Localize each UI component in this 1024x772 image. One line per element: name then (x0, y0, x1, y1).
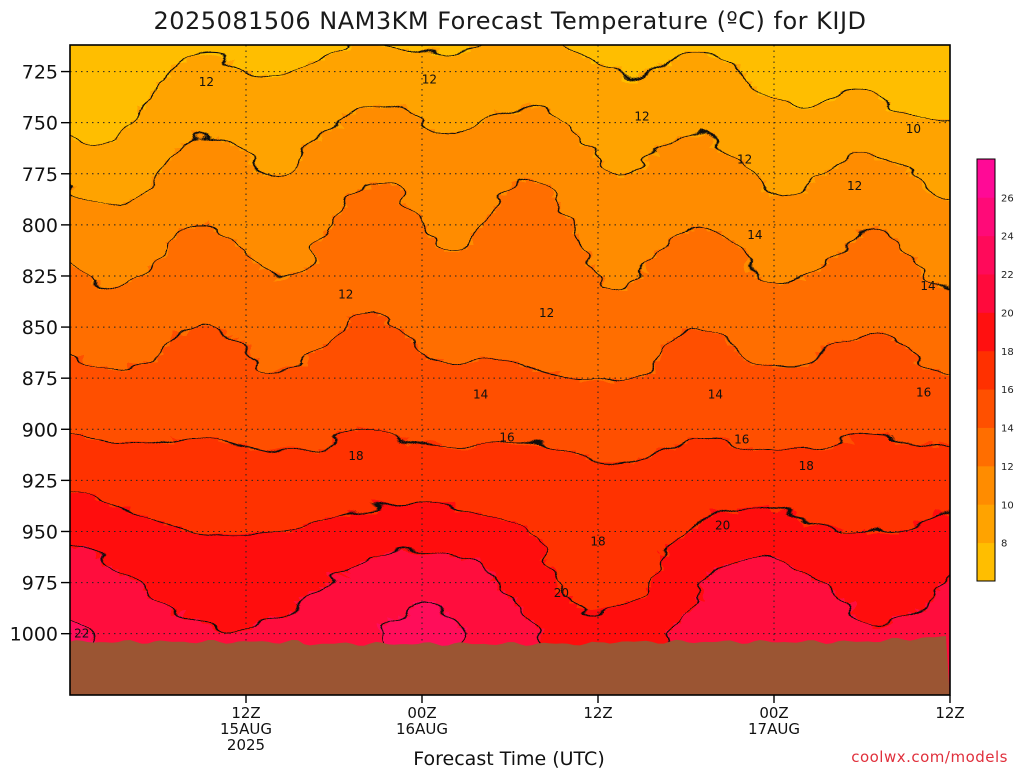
contour-label: 16 (499, 430, 514, 444)
contour-label: 18 (590, 535, 605, 549)
contour-label: 16 (916, 385, 931, 399)
colorbar-swatch (977, 274, 995, 313)
contour-label: 14 (473, 388, 488, 402)
contour-label: 16 (734, 432, 749, 446)
contour-label: 20 (715, 518, 730, 532)
y-tick-label: 825 (22, 266, 58, 288)
plot-area: 12 12 12 12 12 12 12 10 14 14 14 14 16 16 16 18 18 18 20 20… (54, 35, 966, 709)
chart-title: 2025081506 NAM3KM Forecast Temperature (… (153, 7, 866, 35)
colorbar-label: 16 (1001, 385, 1014, 396)
colorbar-swatch (977, 543, 995, 582)
x-tick-label: 17AUG (748, 720, 800, 738)
contour-label: 22 (74, 627, 89, 641)
y-tick-label: 775 (22, 164, 58, 186)
credit-text: coolwx.com/models (851, 748, 1008, 766)
temperature-field (60, 35, 965, 708)
contour-label: 20 (554, 586, 569, 600)
contour-label: 12 (422, 73, 437, 87)
contour-label: 12 (737, 152, 752, 166)
colorbar-label: 12 (1001, 462, 1014, 473)
x-axis-title: Forecast Time (UTC) (413, 748, 604, 768)
colorbar-label: 18 (1001, 347, 1014, 358)
colorbar-swatch (977, 351, 995, 390)
colorbar-label: 24 (1001, 232, 1014, 243)
colorbar-label: 14 (1001, 424, 1014, 435)
colorbar-label: 10 (1001, 500, 1014, 511)
colorbar-swatch (977, 428, 995, 467)
contour-label: 12 (847, 179, 862, 193)
colorbar-label: 22 (1001, 270, 1014, 281)
y-axis: 725 750 775 800 825 850 875 900 925 950 975 1000 (10, 62, 70, 646)
colorbar-swatch (977, 389, 995, 428)
y-tick-label: 975 (22, 573, 58, 595)
y-tick-label: 750 (22, 113, 58, 135)
y-tick-label: 800 (22, 215, 58, 237)
y-tick-label: 925 (22, 470, 58, 492)
x-tick-label: 12Z (935, 704, 964, 722)
colorbar-label: 8 (1001, 539, 1007, 550)
y-tick-label: 875 (22, 368, 58, 390)
contour-label: 12 (634, 110, 649, 124)
colorbar-swatch (977, 466, 995, 505)
y-tick-label: 725 (22, 62, 58, 84)
y-tick-label: 850 (22, 317, 58, 339)
x-tick-label: 2025 (227, 736, 265, 754)
contour-label: 12 (539, 306, 554, 320)
contour-label: 14 (920, 279, 935, 293)
contour-label: 12 (199, 75, 214, 89)
contour-label: 18 (348, 449, 363, 463)
colorbar-swatch (977, 159, 995, 198)
colorbar-swatch (977, 197, 995, 236)
x-tick-label: 12Z (583, 704, 612, 722)
contour-label: 12 (338, 287, 353, 301)
colorbar-label: 26 (1001, 193, 1014, 204)
colorbar-swatch (977, 236, 995, 275)
contour-label: 14 (708, 388, 723, 402)
colorbar-swatch (977, 312, 995, 351)
contour-label: 18 (799, 459, 814, 473)
colorbar-swatch (977, 504, 995, 543)
contour-label: 10 (906, 122, 921, 136)
contour-label: 14 (747, 228, 762, 242)
y-tick-label: 1000 (10, 624, 58, 646)
colorbar-label: 20 (1001, 308, 1014, 319)
x-tick-label: 16AUG (396, 720, 448, 738)
y-tick-label: 950 (22, 521, 58, 543)
surface-terrain (70, 636, 950, 700)
colorbar-legend: 8 10 12 14 16 18 20 22 24 26 (977, 159, 1014, 581)
y-tick-label: 900 (22, 419, 58, 441)
